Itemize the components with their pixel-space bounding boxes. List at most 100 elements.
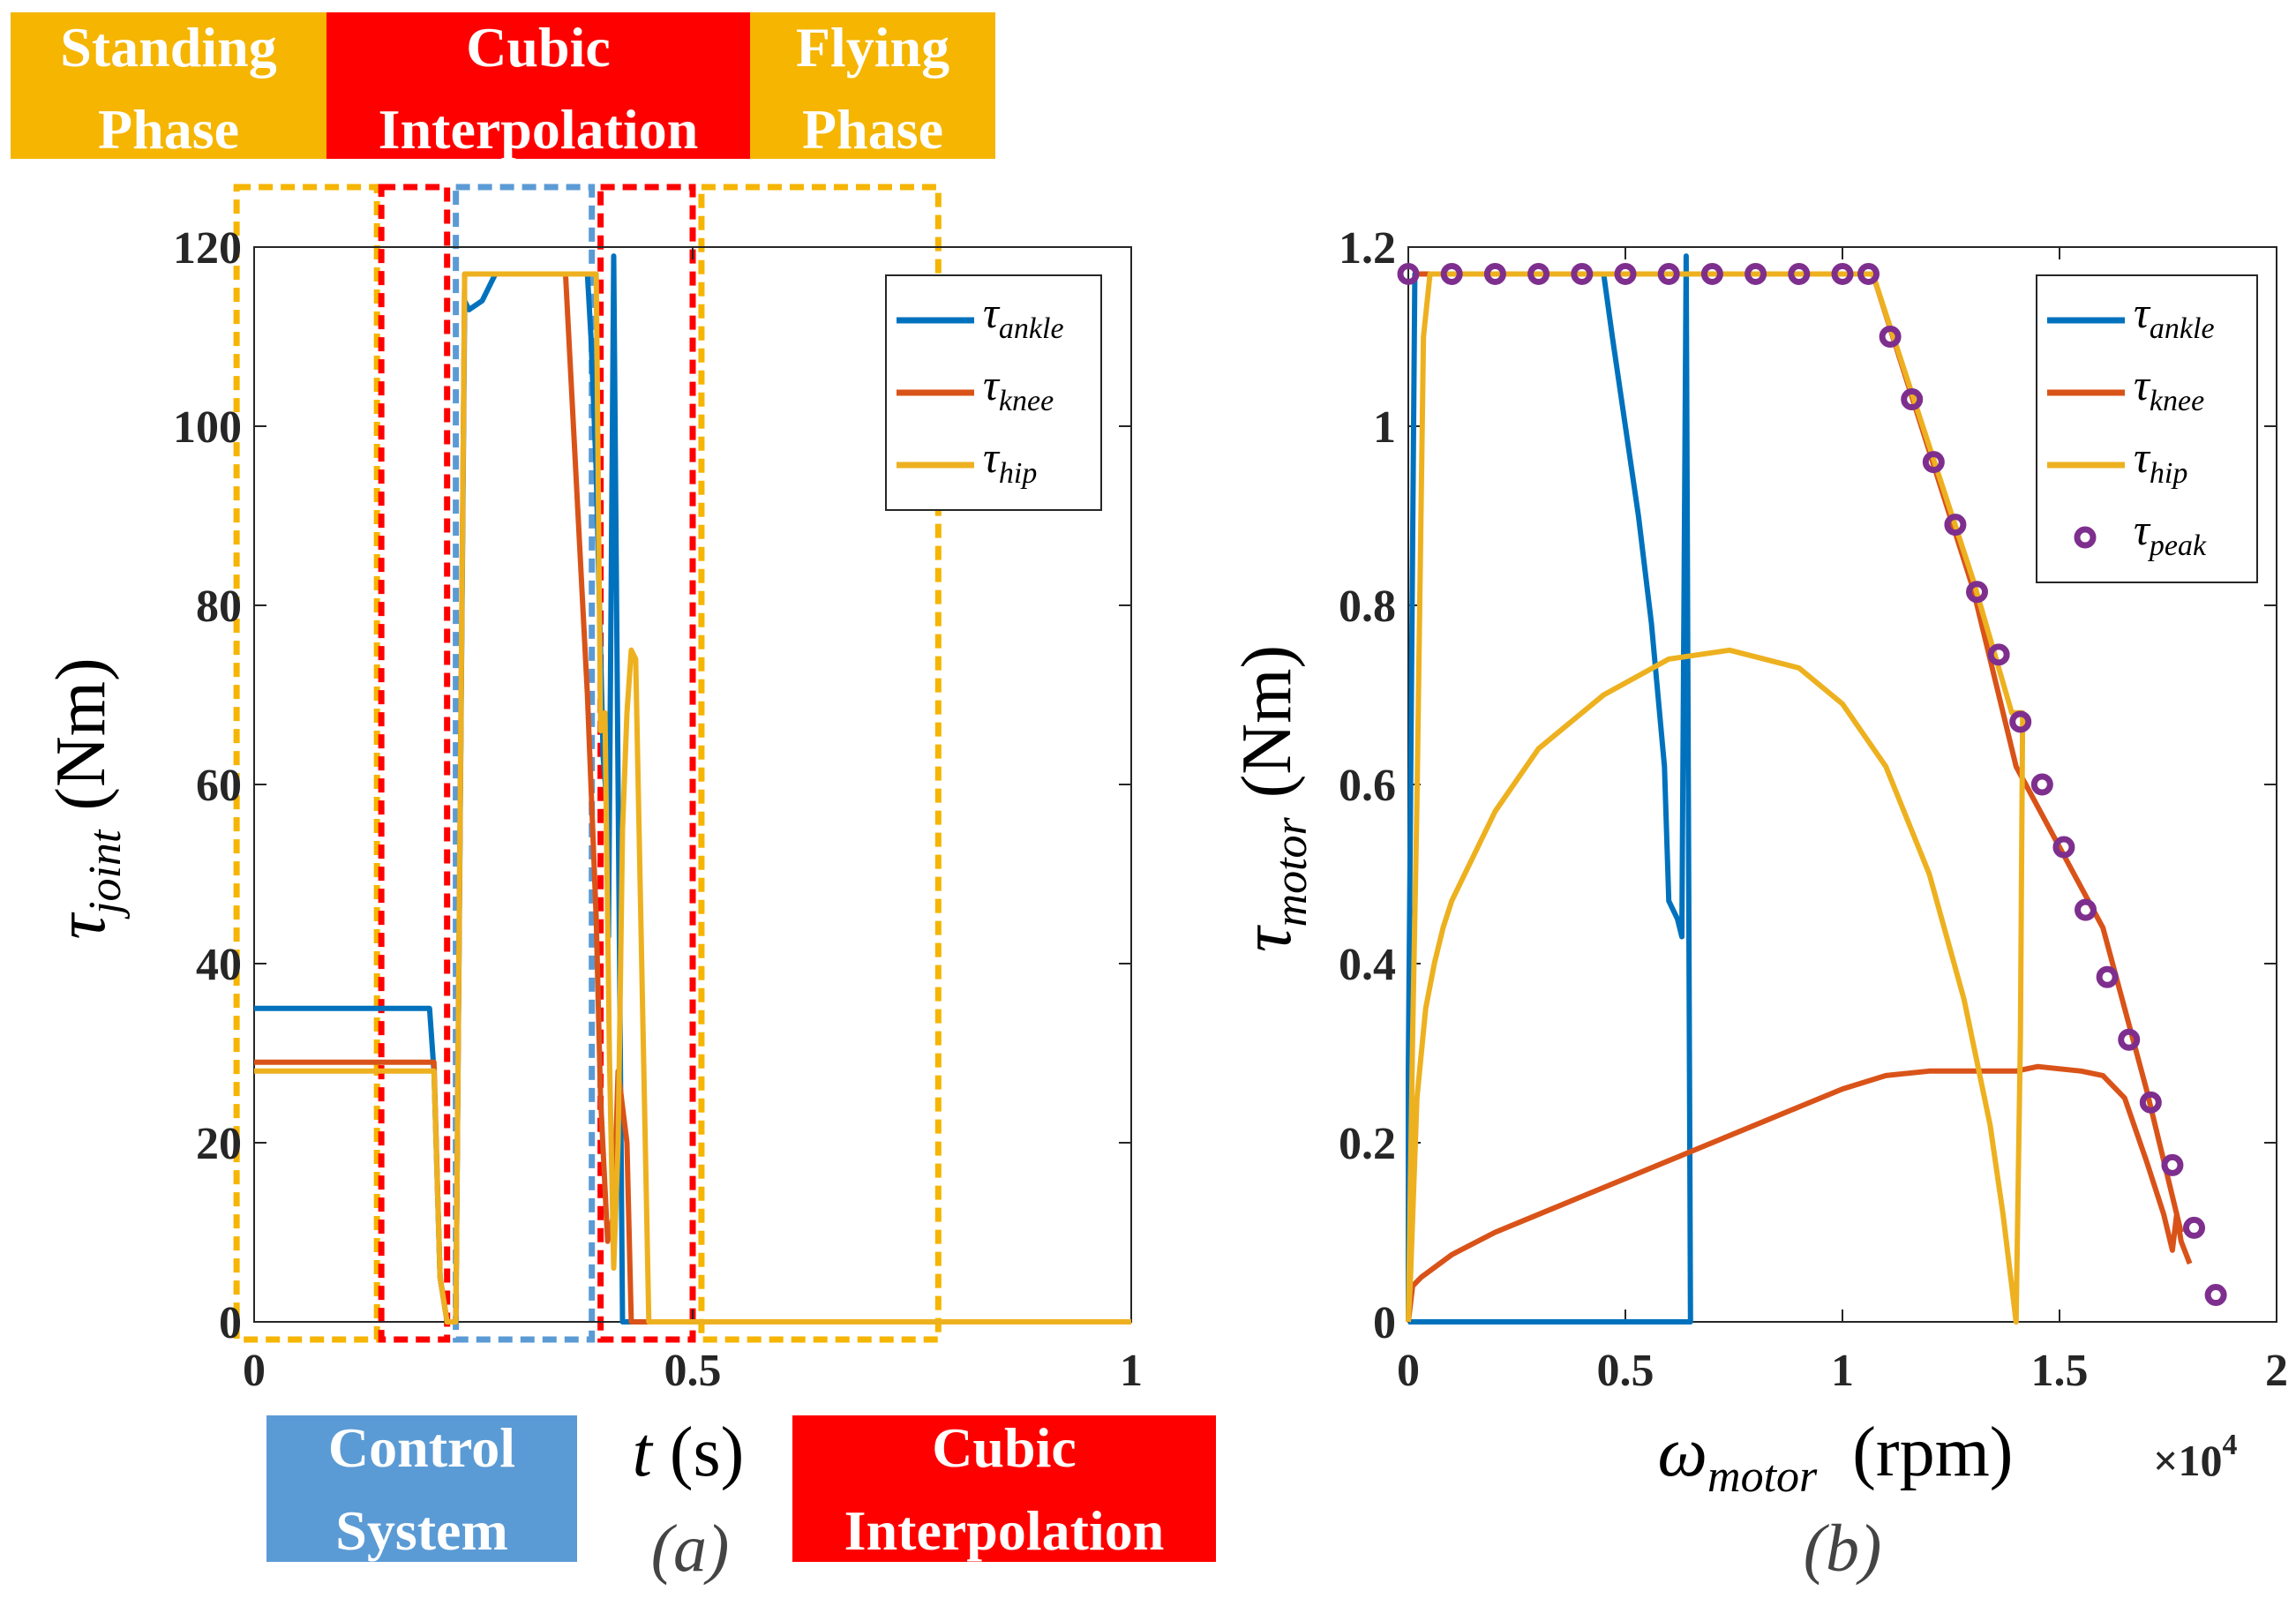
series-line-ankle	[1406, 253, 1693, 1325]
banner-cubic-bottom	[792, 1415, 1216, 1562]
banner-control-system	[266, 1415, 577, 1562]
peak-marker	[1901, 388, 1924, 411]
y-tick-label: 120	[173, 223, 242, 274]
banner-cubic-top-line2: Interpolation	[379, 98, 699, 161]
phase-box-3	[597, 184, 696, 1343]
peak-marker	[1944, 514, 1967, 537]
banner-cubic-top-line1: Cubic	[466, 16, 611, 79]
banner-control-line1: Control	[328, 1416, 515, 1479]
x-tick-label: 0.5	[1597, 1346, 1654, 1396]
peak-marker	[1571, 262, 1594, 285]
peak-marker	[1879, 326, 1902, 348]
chart-b-xmultiplier-base: ×10	[2153, 1436, 2223, 1485]
chart-b-caption: (b)	[1804, 1512, 1882, 1586]
chart-b-ylabel-symbol: τ	[1228, 924, 1306, 952]
phase-box-1	[378, 184, 451, 1343]
peak-marker	[2183, 1216, 2206, 1239]
phase-box-4	[698, 184, 942, 1343]
x-tick-label: 0.5	[664, 1346, 722, 1396]
chart-b-ylabel-sub: motor	[1266, 816, 1317, 927]
peak-marker	[1527, 262, 1550, 285]
legend-label-ankle: τankle	[2134, 288, 2215, 345]
chart-b-xlabel-sub: motor	[1707, 1452, 1818, 1502]
legend-label-hip: τhip	[983, 432, 1037, 490]
y-tick-label: 0.4	[1339, 940, 1396, 990]
x-tick-label: 1.5	[2031, 1346, 2089, 1396]
banner-standing-phase	[11, 12, 326, 159]
chart-b-xlabel-unit: (rpm)	[1852, 1414, 2013, 1491]
y-tick-label: 60	[196, 761, 242, 811]
peak-marker	[2204, 1284, 2227, 1307]
chart-a-ylabel: τjoint (Nm)	[42, 657, 131, 939]
banner-flying-line2: Phase	[802, 98, 943, 161]
y-tick-label: 0	[219, 1298, 242, 1348]
banner-cubic-top	[326, 12, 750, 159]
banner-cubic-bottom-line1: Cubic	[932, 1416, 1077, 1479]
peak-marker	[2118, 1028, 2141, 1051]
y-tick-label: 80	[196, 582, 242, 632]
y-tick-label: 0	[1373, 1298, 1396, 1348]
peak-marker	[2161, 1153, 2184, 1176]
peak-marker	[2096, 965, 2119, 988]
chart-a-xlabel-symbol: t	[633, 1414, 654, 1491]
top-banners: Standing Phase Cubic Interpolation Flyin…	[11, 12, 995, 161]
chart-a-legend: τankle τknee τhip	[885, 274, 1102, 511]
peak-marker	[1857, 262, 1880, 285]
y-tick-label: 0.2	[1339, 1119, 1396, 1169]
banner-flying-phase	[750, 12, 995, 159]
legend-label-ankle: τankle	[983, 288, 1064, 345]
chart-a-ylabel-sub: joint	[80, 829, 131, 919]
phase-boxes	[233, 184, 942, 1343]
legend-box	[2036, 274, 2258, 583]
legend-label-knee: τknee	[983, 360, 1054, 417]
y-tick-label: 100	[173, 402, 242, 453]
peak-marker	[1745, 262, 1767, 285]
peak-marker	[1397, 262, 1420, 285]
x-tick-label: 2	[2265, 1346, 2288, 1396]
chart-a-series	[254, 253, 1131, 1325]
chart-b-xlabel: ωmotor (rpm)	[1658, 1414, 2014, 1502]
chart-b: 0 0.5 1 1.5 2 0 0.2 0.4 0.6 0.8 1 1.2 τankle τknee τh…	[1228, 223, 2288, 1586]
chart-a-xlabel: t (s)	[633, 1414, 745, 1491]
bottom-banners: Control System Cubic Interpolation	[266, 1415, 1216, 1562]
series-line-hip	[1406, 271, 2026, 1325]
banner-control-line2: System	[335, 1499, 508, 1562]
legend-label-peak: τpeak	[2134, 505, 2207, 562]
x-tick-label: 0	[243, 1346, 266, 1396]
peak-marker	[1700, 262, 1723, 285]
series-line-hip	[254, 271, 1131, 1325]
peak-marker	[2009, 710, 2032, 733]
chart-a-ylabel-symbol: τ	[42, 912, 120, 940]
peak-marker	[1922, 451, 1945, 474]
series-line-knee	[1406, 1063, 2193, 1323]
peak-marker	[2052, 836, 2075, 859]
y-tick-label: 20	[196, 1119, 242, 1169]
peak-marker	[1440, 262, 1463, 285]
legend-marker-peak	[2074, 526, 2097, 549]
peak-marker	[2030, 773, 2053, 796]
x-tick-label: 1	[1831, 1346, 1854, 1396]
peak-marker	[1483, 262, 1506, 285]
x-tick-label: 0	[1397, 1346, 1420, 1396]
chart-a-ylabel-unit: (Nm)	[42, 657, 120, 810]
peak-marker	[2075, 898, 2097, 921]
x-tick-label: 1	[1120, 1346, 1143, 1396]
chart-b-series	[1397, 253, 2227, 1325]
chart-b-xmultiplier-exp: 4	[2223, 1429, 2238, 1461]
peak-marker	[2139, 1091, 2162, 1114]
chart-b-ylabel-unit: (Nm)	[1228, 645, 1306, 798]
banner-flying-line1: Flying	[796, 16, 949, 79]
peak-marker	[1987, 643, 2010, 666]
y-tick-label: 1	[1373, 402, 1396, 453]
chart-b-legend: τankle τknee τhip τpeak	[2036, 274, 2258, 583]
chart-a-axes: 0 0.5 1 0 20 40 60 80 100 120	[173, 223, 1143, 1396]
chart-a-caption: (a)	[651, 1512, 730, 1586]
peak-marker	[1657, 262, 1680, 285]
y-tick-label: 0.8	[1339, 582, 1396, 632]
legend-label-knee: τknee	[2134, 360, 2204, 417]
peak-marker	[1831, 262, 1854, 285]
banner-standing-line2: Phase	[98, 98, 239, 161]
y-tick-label: 0.6	[1339, 761, 1396, 811]
chart-b-xlabel-symbol: ω	[1658, 1414, 1707, 1491]
